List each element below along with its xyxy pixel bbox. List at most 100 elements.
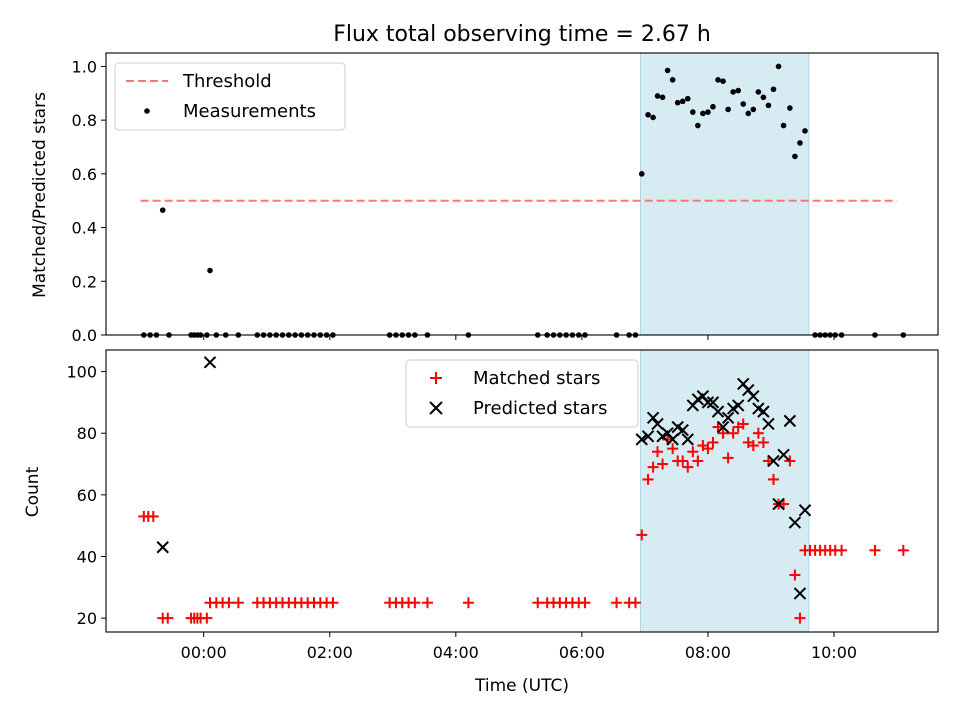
- measurement-point: [792, 153, 798, 160]
- measurement-point: [659, 94, 666, 101]
- matched-star-point: [897, 544, 909, 556]
- y-tick-label: 20: [77, 609, 97, 628]
- measurement-point: [650, 114, 656, 121]
- matched-star-point: [747, 440, 759, 452]
- matched-star-point: [692, 455, 704, 467]
- matched-star-point: [869, 544, 881, 556]
- predicted-star-point: [731, 399, 745, 412]
- bottom-y-axis-label: Count: [23, 466, 43, 517]
- matched-star-point: [752, 427, 764, 439]
- chart-title: Flux total observing time = 2.67 h: [333, 22, 711, 47]
- predicted-star-point: [635, 433, 648, 446]
- top-legend-box: [114, 62, 346, 131]
- measurement-point: [755, 89, 762, 95]
- predicted-star-point: [156, 541, 169, 554]
- matched-star-point: [421, 597, 433, 609]
- predicted-star-point: [651, 417, 664, 431]
- matched-star-point: [647, 461, 659, 473]
- measurement-point: [760, 94, 767, 101]
- x-tick-label: 04:00: [433, 643, 479, 662]
- predicted-star-point: [706, 396, 720, 409]
- measurement-point: [705, 109, 711, 115]
- measurement-point: [645, 111, 651, 118]
- matched-star-point: [462, 597, 474, 609]
- matched-star-point: [223, 597, 235, 609]
- predicted-star-point: [716, 420, 730, 434]
- measurement-point: [159, 207, 166, 213]
- matched-star-point: [784, 455, 796, 467]
- y-tick-label: 0.0: [72, 326, 97, 345]
- bottom-plot-frame: [105, 349, 939, 633]
- legend-predicted-swatch: [429, 401, 443, 415]
- predicted-star-point: [203, 356, 217, 369]
- bottom-x-axis-label: Time (UTC): [474, 676, 569, 696]
- measurement-point: [690, 109, 696, 115]
- legend-measurements-swatch: [144, 108, 150, 114]
- measurement-point: [207, 267, 213, 274]
- x-tick-label: 00:00: [181, 643, 227, 662]
- predicted-star-point: [676, 423, 689, 437]
- predicted-star-point: [641, 430, 655, 443]
- y-tick-label: 100: [66, 363, 97, 382]
- matched-star-point: [717, 427, 729, 439]
- predicted-star-point: [757, 405, 770, 418]
- measurement-point: [740, 101, 747, 107]
- bottom-legend: Matched stars Predicted stars: [405, 359, 639, 428]
- x-tick-label: 10:00: [811, 643, 857, 662]
- y-tick-label: 0.8: [72, 111, 97, 130]
- predicted-star-point: [762, 417, 775, 431]
- measurement-point: [684, 95, 691, 102]
- measurement-point: [735, 87, 741, 94]
- measurement-point: [674, 99, 681, 106]
- legend-measurements-label: Measurements: [183, 101, 316, 122]
- matched-star-point: [579, 597, 591, 609]
- matched-star-point: [737, 418, 749, 430]
- y-tick-label: 40: [77, 547, 97, 566]
- predicted-star-point: [747, 390, 760, 403]
- legend-matched-swatch: [430, 372, 442, 384]
- measurement-point: [720, 78, 726, 84]
- measurement-point: [695, 122, 701, 129]
- measurement-point: [715, 77, 721, 83]
- matched-star-point: [767, 473, 779, 485]
- measurement-point: [664, 67, 671, 74]
- top-panel: Flux total observing time = 2.67 h 0.0 0.…: [30, 22, 939, 345]
- y-tick-label: 60: [77, 486, 97, 505]
- matched-star-point: [757, 436, 769, 448]
- matched-star-point: [789, 569, 801, 581]
- matched-star-point: [677, 455, 689, 467]
- y-tick-label: 80: [77, 424, 97, 443]
- predicted-star-point: [788, 516, 802, 529]
- top-legend: Threshold Measurements: [114, 62, 346, 131]
- measurement-point: [787, 105, 793, 111]
- matched-star-point: [687, 446, 699, 458]
- predicted-star-point: [798, 504, 812, 517]
- predicted-star-point: [793, 587, 807, 600]
- measurement-point: [700, 110, 706, 117]
- predicted-star-point: [783, 414, 797, 428]
- matched-star-point: [667, 443, 679, 455]
- y-tick-label: 0.2: [72, 272, 97, 291]
- shaded-region: [640, 350, 809, 632]
- predicted-star-point: [721, 411, 735, 425]
- x-tick-label: 06:00: [559, 643, 605, 662]
- matched-star-point: [836, 544, 848, 556]
- measurement-point: [770, 86, 777, 93]
- y-tick-label: 0.6: [72, 165, 97, 184]
- matched-star-point: [682, 461, 694, 473]
- matched-star-point: [702, 443, 714, 455]
- measurement-point: [654, 93, 661, 99]
- predicted-star-point: [681, 433, 694, 446]
- matched-star-point: [722, 452, 734, 464]
- matched-star-point: [657, 458, 669, 470]
- measurement-point: [780, 122, 787, 129]
- predicted-star-point: [711, 405, 725, 418]
- predicted-star-point: [777, 448, 790, 461]
- measurement-point: [775, 63, 782, 70]
- matched-star-point: [232, 597, 244, 609]
- matched-star-point: [642, 473, 654, 485]
- measurement-point: [710, 103, 716, 110]
- matched-star-point: [409, 597, 421, 609]
- matched-star-point: [327, 597, 339, 609]
- measurement-point: [725, 106, 731, 113]
